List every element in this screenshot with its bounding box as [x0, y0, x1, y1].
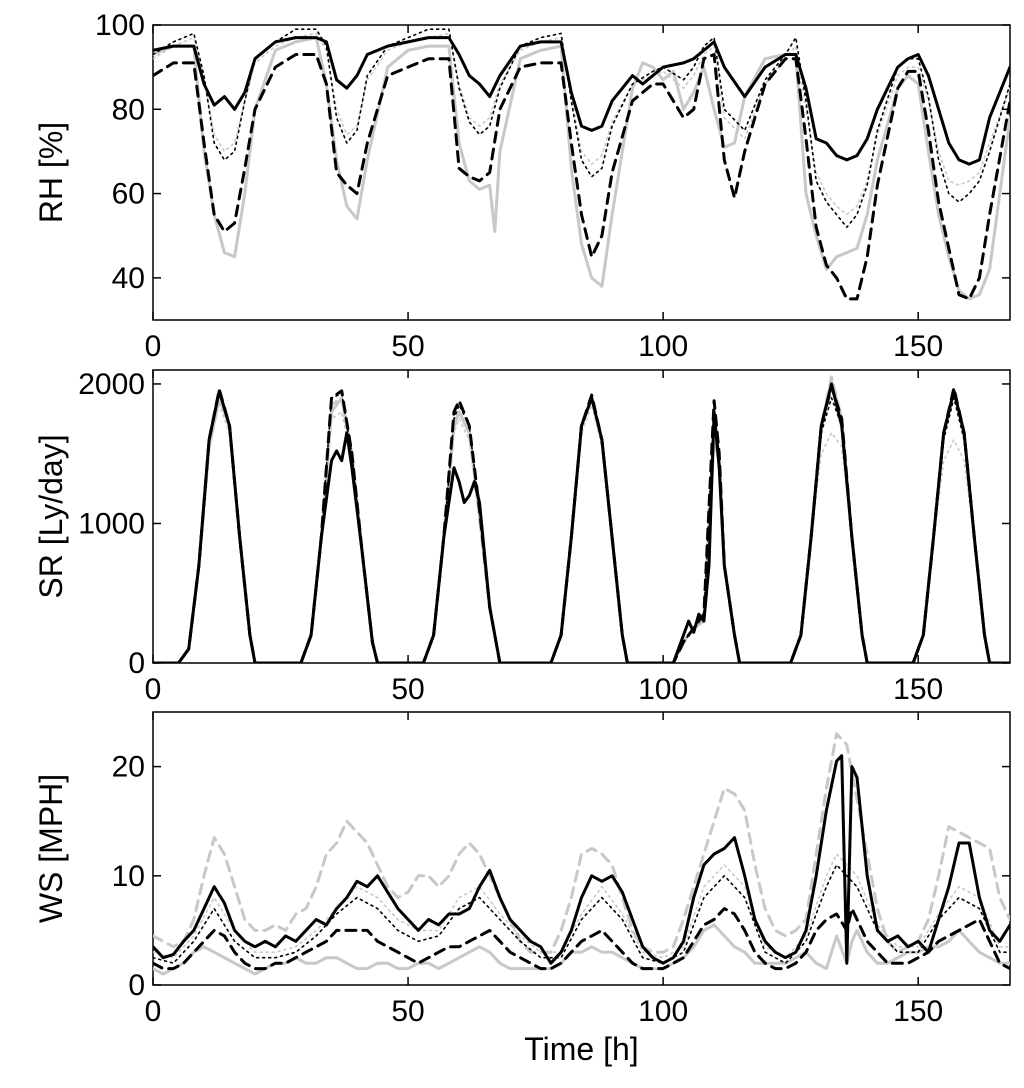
rh-x-tick-label: 100: [638, 330, 688, 363]
rh-series-dotted-gray: [153, 32, 1010, 216]
ws-series-dotted-gray: [153, 853, 1010, 959]
ws-panel: 0 50 100 150 0 10 20 WS [MPH] Time [h]: [33, 711, 1011, 1067]
sr-x-tick-label: 100: [638, 673, 688, 706]
ws-series-dotted-black: [153, 864, 1010, 964]
sr-y-tick-label: 0: [128, 647, 145, 680]
rh-x-tick-label: 150: [893, 330, 943, 363]
rh-y-tick-label: 60: [112, 178, 145, 211]
sr-series-dotted-gray: [153, 404, 1010, 663]
sr-panel: 0 50 100 150 0 1000 2000 SR [Ly/day]: [33, 368, 1011, 706]
rh-y-tick-label: 80: [112, 93, 145, 126]
ws-x-tick-label: 0: [145, 995, 162, 1028]
rh-panel: 0 50 100 150 40 60 80 100 RH [%]: [33, 9, 1011, 363]
rh-ticks: 0 50 100 150 40 60 80 100: [95, 9, 1010, 363]
ws-y-tick-label: 0: [128, 969, 145, 1002]
sr-series-dashed-black: [153, 385, 1010, 663]
rh-x-tick-label: 0: [145, 330, 162, 363]
sr-y-tick-label: 1000: [78, 507, 145, 540]
rh-y-tick-label: 100: [95, 9, 145, 42]
ws-series-solid-black: [153, 754, 1010, 965]
ws-y-axis-label: WS [MPH]: [33, 774, 69, 923]
rh-y-axis-label: RH [%]: [33, 122, 69, 223]
rh-x-tick-label: 50: [391, 330, 424, 363]
sr-series-layer: [153, 375, 1010, 663]
sr-y-tick-label: 2000: [78, 368, 145, 401]
ws-x-tick-label: 150: [893, 995, 943, 1028]
time-x-axis-label: Time [h]: [524, 1031, 638, 1067]
ws-plot-frame: [152, 711, 1011, 986]
rh-series-solid-gray: [153, 36, 1010, 301]
ws-series-layer: [153, 732, 1010, 976]
sr-x-tick-label: 50: [391, 673, 424, 706]
rh-series-solid-black: [153, 36, 1010, 166]
ws-y-tick-label: 20: [112, 751, 145, 784]
ws-x-tick-label: 50: [391, 995, 424, 1028]
sr-plot-frame: [152, 369, 1011, 664]
rh-y-tick-label: 40: [112, 262, 145, 295]
rh-series-dotted-black: [153, 28, 1010, 229]
rh-series-dashed-black: [153, 53, 1010, 301]
rh-plot-frame: [152, 24, 1011, 321]
sr-x-tick-label: 0: [145, 673, 162, 706]
ws-series-dashed-gray: [153, 732, 1010, 954]
ws-ticks: 0 50 100 150 0 10 20: [112, 712, 1010, 1028]
ws-x-tick-label: 100: [638, 995, 688, 1028]
ws-series-dashed-black: [153, 907, 1010, 971]
rh-series-layer: [153, 28, 1010, 301]
ws-y-tick-label: 10: [112, 860, 145, 893]
ws-series-solid-gray: [153, 923, 1010, 976]
sr-series-dashed-gray: [153, 375, 1010, 663]
sr-ticks: 0 50 100 150 0 1000 2000: [78, 368, 1010, 706]
sr-y-axis-label: SR [Ly/day]: [33, 434, 69, 598]
sr-x-tick-label: 150: [893, 673, 943, 706]
